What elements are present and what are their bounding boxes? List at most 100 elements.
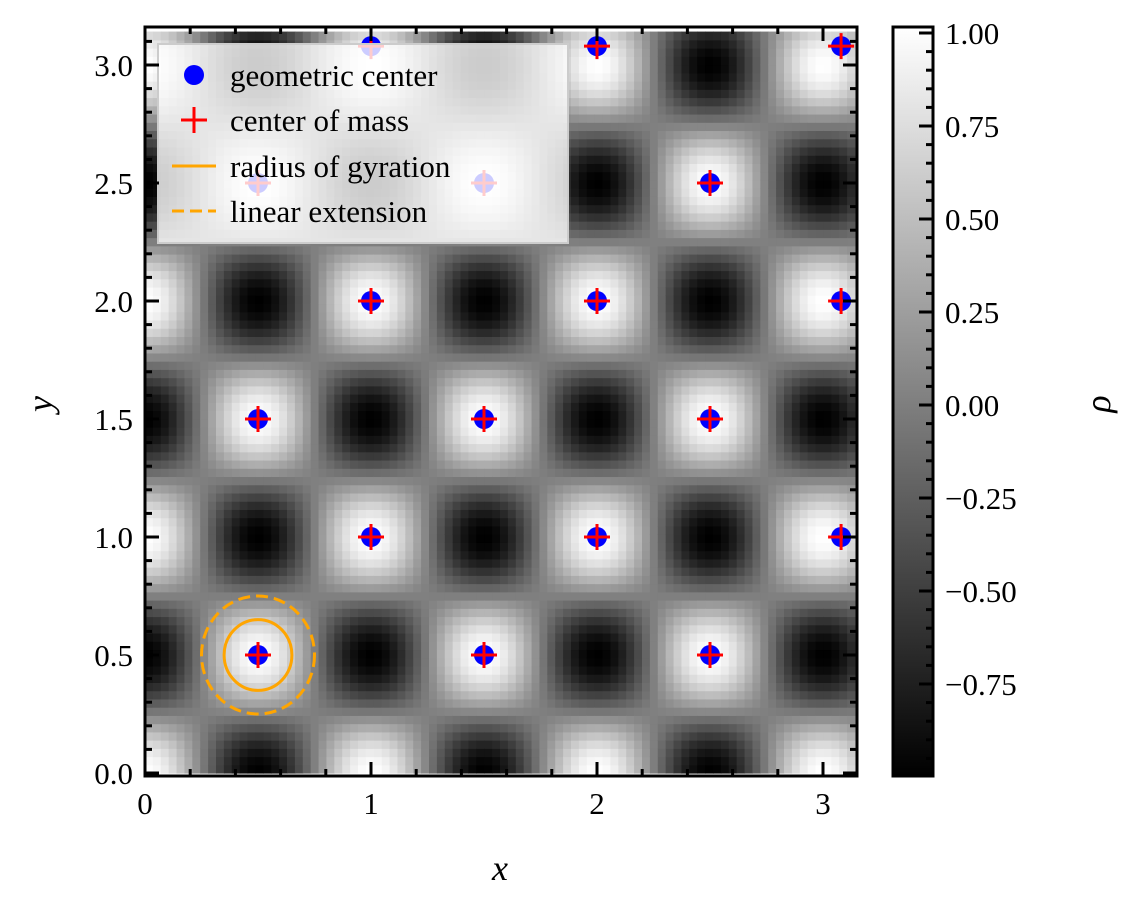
heatmap-cell <box>397 591 406 601</box>
heatmap-cell <box>168 385 178 395</box>
heatmap-cell <box>578 484 588 494</box>
heatmap-cell <box>452 270 462 280</box>
heatmap-cell <box>247 328 257 337</box>
heatmap-cell <box>231 558 241 568</box>
heatmap-cell <box>223 501 233 510</box>
heatmap-cell <box>444 558 454 568</box>
heatmap-cell <box>247 484 257 494</box>
heatmap-cell <box>547 690 556 700</box>
heatmap-cell <box>563 690 572 700</box>
heatmap-cell <box>421 394 430 403</box>
heatmap-cell <box>531 583 541 593</box>
heatmap-cell <box>389 352 399 362</box>
heatmap-cell <box>168 682 178 692</box>
heatmap-cell <box>239 369 249 379</box>
heatmap-cell <box>563 748 572 758</box>
heatmap-cell <box>492 361 501 370</box>
heatmap-cell <box>397 303 406 313</box>
heatmap-cell <box>507 665 517 675</box>
heatmap-cell <box>176 632 186 642</box>
heatmap-cell <box>200 254 209 263</box>
heatmap-cell <box>531 665 541 675</box>
heatmap-cell <box>515 245 525 255</box>
heatmap-cell <box>507 698 517 708</box>
heatmap-cell <box>484 600 493 609</box>
heatmap-cell <box>318 262 328 272</box>
heatmap-cell <box>405 443 414 453</box>
heatmap-cell <box>239 402 249 412</box>
heatmap-cell <box>405 369 414 379</box>
heatmap-cell <box>452 748 462 758</box>
heatmap-cell <box>547 484 556 494</box>
heatmap-cell <box>263 575 272 585</box>
heatmap-cell <box>279 295 288 305</box>
heatmap-cell <box>523 336 533 346</box>
heatmap-cell <box>405 698 414 708</box>
heatmap-cell <box>547 517 556 527</box>
heatmap-cell <box>342 632 351 642</box>
heatmap-cell <box>358 377 367 387</box>
heatmap-cell <box>223 567 233 576</box>
heatmap-cell <box>444 501 454 510</box>
heatmap-cell <box>255 262 264 272</box>
heatmap-cell <box>168 286 178 296</box>
heatmap-cell <box>476 567 485 576</box>
heatmap-cell <box>223 723 233 733</box>
heatmap-cell <box>484 435 493 445</box>
heatmap-cell <box>492 295 501 305</box>
heatmap-cell <box>571 608 580 618</box>
heatmap-cell <box>381 484 391 494</box>
heatmap-cell <box>318 682 328 692</box>
heatmap-cell <box>200 748 209 758</box>
heatmap-cell <box>200 534 209 543</box>
heatmap-cell <box>429 492 438 502</box>
heatmap-cell <box>444 377 454 387</box>
heatmap-cell <box>223 245 233 255</box>
heatmap-cell <box>152 550 162 560</box>
heatmap-cell <box>239 665 249 675</box>
heatmap-cell <box>145 534 154 543</box>
heatmap-cell <box>223 377 233 387</box>
heatmap-cell <box>342 418 351 428</box>
heatmap-cell <box>168 550 178 560</box>
heatmap-cell <box>350 344 359 354</box>
heatmap-cell <box>484 682 493 692</box>
heatmap-cell <box>231 608 241 618</box>
heatmap-cell <box>452 295 462 305</box>
heatmap-cell <box>397 748 406 758</box>
heatmap-cell <box>310 352 320 362</box>
heatmap-cell <box>287 427 296 436</box>
heatmap-cell <box>523 649 533 659</box>
heatmap-cell <box>365 550 375 560</box>
heatmap-cell <box>547 476 556 486</box>
heatmap-cell <box>152 657 162 667</box>
heatmap-cell <box>468 295 477 305</box>
heatmap-cell <box>326 254 335 263</box>
heatmap-cell <box>326 600 335 609</box>
heatmap-cell <box>263 254 272 263</box>
heatmap-cell <box>145 641 154 651</box>
heatmap-cell <box>555 756 564 766</box>
heatmap-cell <box>563 418 572 428</box>
heatmap-cell <box>239 377 249 387</box>
heatmap-cell <box>389 723 399 733</box>
heatmap-cell <box>452 361 462 370</box>
heatmap-cell <box>216 328 225 337</box>
heatmap-cell <box>168 748 178 758</box>
heatmap-cell <box>578 377 588 387</box>
heatmap-cell <box>255 336 264 346</box>
heatmap-cell <box>405 377 414 387</box>
heatmap-cell <box>555 550 564 560</box>
heatmap-cell <box>279 616 288 626</box>
heatmap-cell <box>523 698 533 708</box>
heatmap-cell <box>555 641 564 651</box>
heatmap-cell <box>452 319 462 329</box>
heatmap-cell <box>310 501 320 510</box>
heatmap-cell <box>500 715 509 725</box>
heatmap-cell <box>523 682 533 692</box>
heatmap-cell <box>263 344 272 354</box>
heatmap-cell <box>523 31 533 41</box>
heatmap-cell <box>373 459 383 469</box>
heatmap-cell <box>397 31 406 41</box>
heatmap-cell <box>200 591 209 601</box>
